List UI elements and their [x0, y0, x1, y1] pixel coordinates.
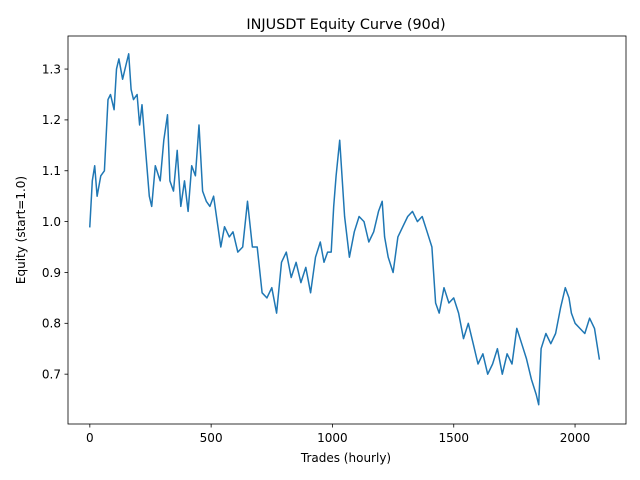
y-tick-label: 1.2	[42, 113, 61, 127]
x-axis-ticks: 0 500 1000 1500 2000	[86, 424, 590, 445]
x-tick-label: 1000	[317, 431, 348, 445]
x-axis-title: Trades (hourly)	[300, 451, 391, 465]
equity-series-line	[89, 53, 601, 406]
y-axis-ticks: 0.7 0.8 0.9 1.0 1.1 1.2 1.3	[42, 62, 68, 381]
plot-area	[68, 36, 626, 424]
y-axis-title: Equity (start=1.0)	[14, 176, 28, 284]
x-tick-label: 0	[86, 431, 94, 445]
x-tick-label: 1500	[438, 431, 469, 445]
y-tick-label: 1.3	[42, 62, 61, 76]
y-tick-label: 1.0	[42, 215, 61, 229]
x-tick-label: 500	[200, 431, 223, 445]
y-tick-label: 1.1	[42, 164, 61, 178]
plot-frame	[67, 35, 627, 425]
plot-background	[68, 36, 626, 424]
x-tick-label: 2000	[560, 431, 591, 445]
y-tick-label: 0.7	[42, 367, 61, 381]
chart-title: INJUSDT Equity Curve (90d)	[246, 17, 445, 33]
y-tick-label: 0.9	[42, 266, 61, 280]
y-tick-label: 0.8	[42, 317, 61, 331]
